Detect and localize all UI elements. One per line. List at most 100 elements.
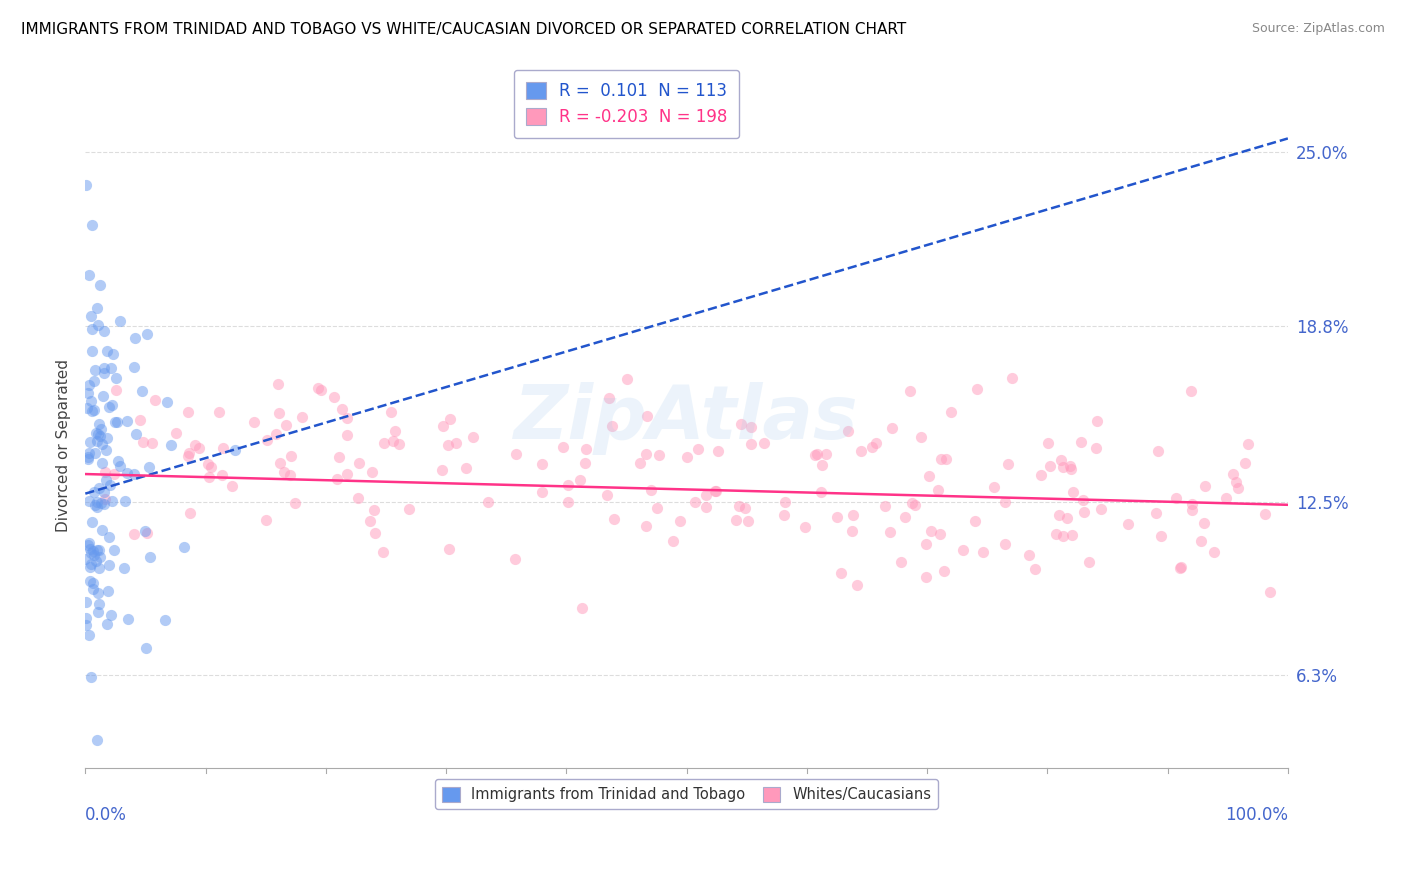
Point — [734, 501, 756, 516]
Point — [77, 628, 100, 642]
Point — [98, 530, 121, 544]
Point — [135, 526, 157, 541]
Point — [865, 436, 887, 450]
Point — [737, 515, 759, 529]
Point — [1227, 481, 1250, 495]
Point — [373, 435, 395, 450]
Point — [269, 456, 291, 470]
Point — [806, 447, 828, 461]
Point — [91, 523, 114, 537]
Point — [184, 438, 207, 452]
Point — [280, 450, 302, 464]
Point — [93, 484, 115, 499]
Point — [444, 435, 467, 450]
Text: 0.0%: 0.0% — [86, 806, 127, 824]
Point — [122, 467, 145, 481]
Point — [811, 458, 834, 473]
Point — [80, 322, 103, 336]
Point — [686, 442, 709, 457]
Point — [1085, 414, 1108, 428]
Point — [363, 502, 385, 516]
Point — [96, 344, 118, 359]
Point — [91, 456, 114, 470]
Point — [94, 491, 117, 506]
Point — [841, 524, 863, 538]
Point — [1234, 456, 1257, 470]
Point — [86, 434, 108, 449]
Point — [79, 560, 101, 574]
Point — [188, 442, 211, 456]
Point — [879, 524, 901, 539]
Point — [76, 401, 98, 415]
Point — [332, 401, 354, 416]
Point — [336, 467, 359, 481]
Point — [77, 378, 100, 392]
Point — [139, 549, 162, 564]
Point — [155, 395, 177, 409]
Point — [83, 446, 105, 460]
Point — [104, 371, 127, 385]
Point — [704, 484, 727, 499]
Point — [86, 495, 108, 509]
Point — [1166, 491, 1188, 506]
Text: ZipAtlas: ZipAtlas — [515, 382, 859, 455]
Point — [131, 434, 153, 449]
Point — [636, 409, 658, 424]
Point — [86, 425, 108, 440]
Point — [122, 360, 145, 375]
Point — [93, 366, 115, 380]
Point — [79, 542, 101, 557]
Point — [917, 468, 939, 483]
Point — [728, 499, 751, 513]
Point — [75, 552, 97, 566]
Point — [100, 607, 122, 622]
Point — [284, 496, 307, 510]
Point — [87, 561, 110, 575]
Point — [256, 433, 278, 447]
Point — [208, 405, 231, 419]
Point — [87, 318, 110, 333]
Point — [80, 557, 103, 571]
Point — [384, 424, 406, 438]
Point — [1056, 510, 1078, 524]
Point — [648, 448, 671, 462]
Point — [76, 450, 98, 464]
Point — [212, 441, 235, 455]
Point — [82, 343, 104, 358]
Point — [96, 473, 118, 487]
Point — [82, 575, 104, 590]
Point — [86, 500, 108, 514]
Point — [929, 452, 952, 467]
Point — [103, 467, 125, 482]
Point — [640, 483, 662, 497]
Point — [91, 436, 114, 450]
Point — [1168, 561, 1191, 575]
Point — [1039, 459, 1062, 474]
Point — [82, 404, 104, 418]
Point — [1191, 533, 1213, 548]
Point — [1038, 436, 1060, 450]
Point — [596, 488, 619, 502]
Point — [880, 420, 903, 434]
Point — [103, 347, 125, 361]
Point — [93, 360, 115, 375]
Point — [98, 401, 121, 415]
Point — [380, 405, 402, 419]
Point — [135, 326, 157, 341]
Point — [683, 494, 706, 508]
Point — [77, 268, 100, 282]
Point — [531, 457, 554, 471]
Point — [598, 391, 620, 405]
Point — [803, 448, 825, 462]
Point — [93, 324, 115, 338]
Text: Divorced or Separated: Divorced or Separated — [56, 359, 70, 533]
Point — [1215, 491, 1237, 506]
Point — [77, 446, 100, 460]
Point — [398, 502, 420, 516]
Point — [79, 434, 101, 449]
Point — [814, 447, 837, 461]
Text: IMMIGRANTS FROM TRINIDAD AND TOBAGO VS WHITE/CAUCASIAN DIVORCED OR SEPARATED COR: IMMIGRANTS FROM TRINIDAD AND TOBAGO VS W… — [21, 22, 907, 37]
Point — [773, 508, 796, 523]
Point — [388, 437, 411, 451]
Point — [1237, 436, 1260, 450]
